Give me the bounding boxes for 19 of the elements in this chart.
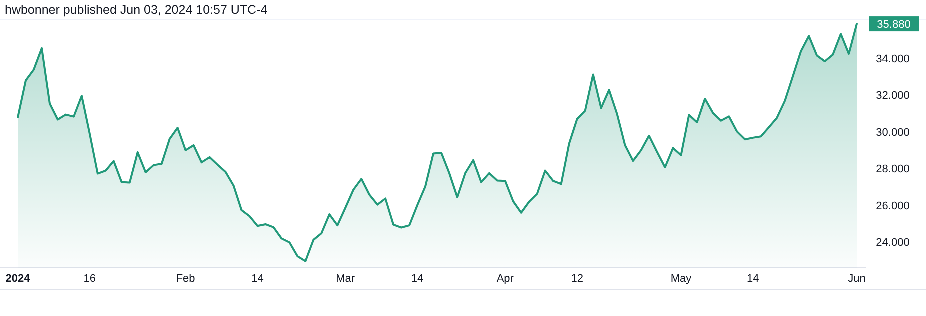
- x-tick-label: Mar: [336, 273, 356, 285]
- x-tick-label: May: [670, 273, 692, 285]
- x-tick-label: Apr: [496, 273, 514, 285]
- x-tick-label: 12: [571, 273, 584, 285]
- x-tick-label: 2024: [6, 273, 32, 285]
- chart-title: hwbonner published Jun 03, 2024 10:57 UTC-4: [5, 3, 268, 17]
- y-tick-label: 30.000: [876, 126, 910, 139]
- y-tick-label: 34.000: [876, 53, 910, 66]
- x-tick-label: 16: [84, 273, 96, 285]
- x-tick-label: 14: [252, 273, 264, 285]
- annotation: 35.880: [877, 18, 911, 31]
- y-tick-label: 32.000: [876, 90, 910, 102]
- x-tick-label: Feb: [176, 273, 196, 285]
- y-tick-label: 24.000: [876, 237, 910, 250]
- x-tick-label: 14: [747, 273, 760, 285]
- y-tick-label: 26.000: [876, 200, 910, 212]
- x-tick-label: Jun: [848, 273, 866, 285]
- y-tick-label: 28.000: [876, 164, 910, 176]
- x-tick-label: 14: [411, 273, 424, 285]
